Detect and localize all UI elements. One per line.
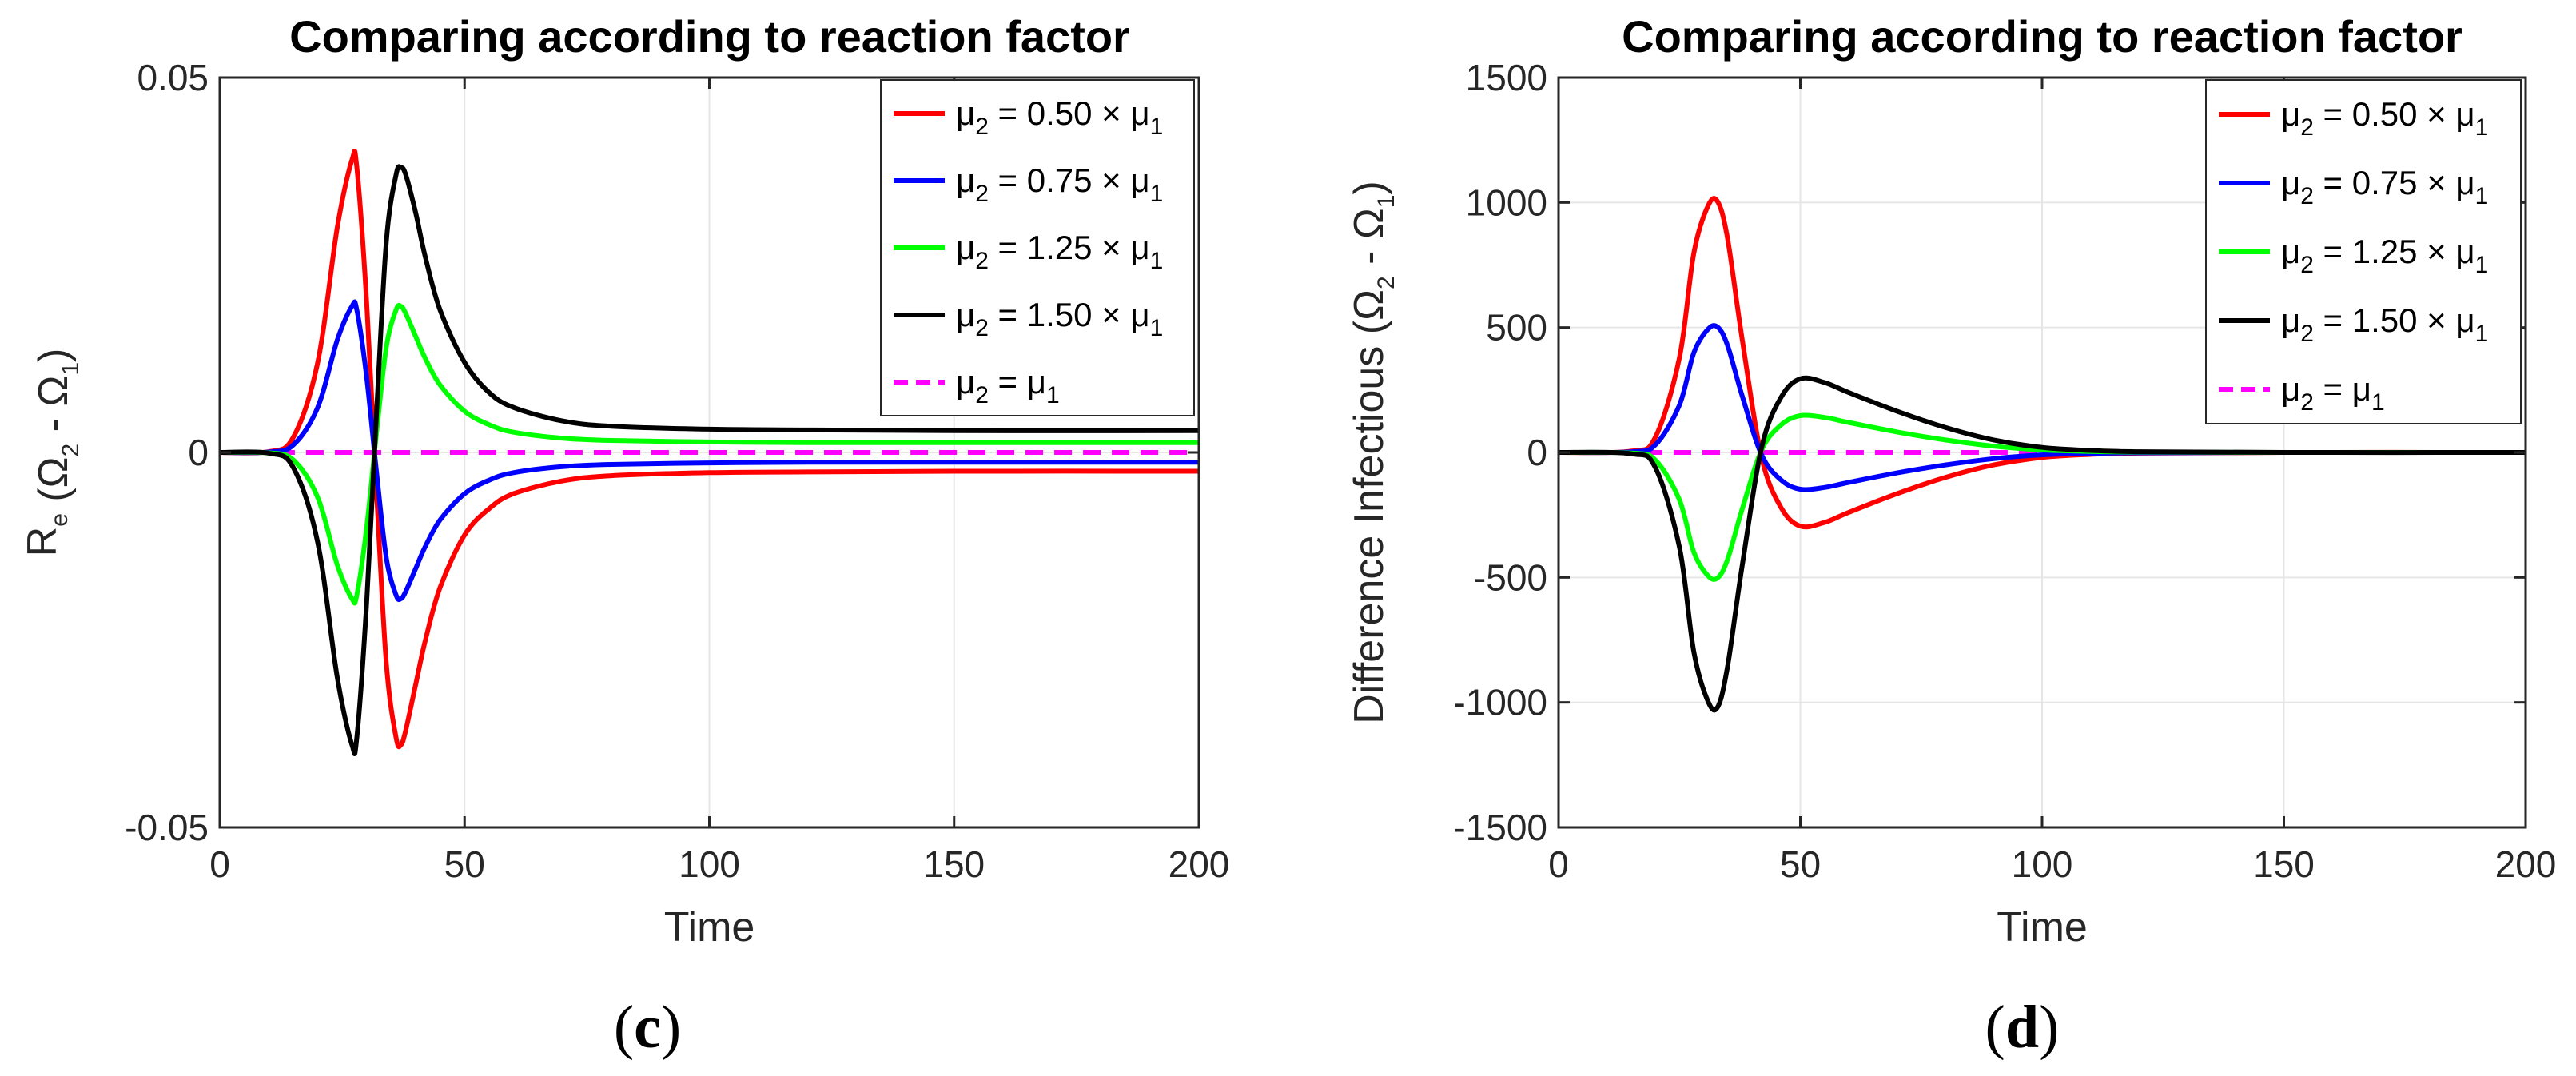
y-axis-label: Re (Ω2 - Ω1) xyxy=(19,349,84,557)
series-line-150 xyxy=(220,164,1199,756)
x-tick-label: 150 xyxy=(2253,843,2315,885)
legend-entry: μ2 = 0.50 × μ1 xyxy=(956,94,1163,140)
y-tick-label: 1000 xyxy=(1466,181,1547,223)
y-tick-label: 1500 xyxy=(1466,57,1547,98)
legend: μ2 = 0.50 × μ1 μ2 = 0.75 × μ1 μ2 = 1.25 × … xyxy=(880,79,1195,416)
y-tick-label: -0.05 xyxy=(125,807,209,848)
x-tick-label: 200 xyxy=(1169,843,1230,885)
y-tick-label: -1000 xyxy=(1453,682,1547,723)
series-line-075 xyxy=(220,299,1199,603)
legend-entry: μ2 = μ1 xyxy=(2281,370,2385,416)
panel-caption: (d) xyxy=(1985,994,2060,1061)
y-tick-label: -1500 xyxy=(1453,807,1547,848)
legend-entry: μ2 = 0.50 × μ1 xyxy=(2281,95,2488,141)
panel-caption: (c) xyxy=(614,994,681,1061)
y-tick-label: -500 xyxy=(1474,556,1547,598)
x-axis-label: Time xyxy=(664,904,755,950)
series-lines xyxy=(220,149,1199,756)
series-line-125 xyxy=(220,302,1199,606)
x-axis-label: Time xyxy=(1997,904,2088,950)
y-tick-label: 0 xyxy=(1527,432,1547,473)
x-tick-label: 100 xyxy=(679,843,740,885)
x-tick-label: 50 xyxy=(444,843,485,885)
legend-entry: μ2 = 1.50 × μ1 xyxy=(2281,301,2488,347)
chart-title: Comparing according to reaction factor xyxy=(1622,11,2463,62)
legend-entry: μ2 = μ1 xyxy=(956,363,1060,408)
legend-entry: μ2 = 0.75 × μ1 xyxy=(2281,164,2488,209)
y-tick-label: 0.05 xyxy=(137,57,209,98)
x-tick-label: 150 xyxy=(923,843,985,885)
legend-entry: μ2 = 1.25 × μ1 xyxy=(2281,233,2488,278)
legend: μ2 = 0.50 × μ1 μ2 = 0.75 × μ1 μ2 = 1.25 × … xyxy=(2205,79,2522,424)
x-tick-label: 0 xyxy=(209,843,230,885)
legend-entry: μ2 = 1.50 × μ1 xyxy=(956,296,1163,341)
y-tick-label: 0 xyxy=(188,432,209,473)
series-lines xyxy=(1559,196,2526,713)
legend-entry: μ2 = 0.75 × μ1 xyxy=(956,161,1163,207)
series-line-150 xyxy=(1559,375,2526,713)
chart-title: Comparing according to reaction factor xyxy=(289,11,1130,62)
series-line-050 xyxy=(220,149,1199,750)
y-axis-label: Difference Infectious (Ω2 - Ω1) xyxy=(1346,181,1399,724)
x-tick-label: 200 xyxy=(2495,843,2557,885)
x-tick-label: 100 xyxy=(2012,843,2073,885)
chart-panel-d: 0 50 100 150 200 -1500 -1000 -500 0 500 1000 1500 Co… xyxy=(1346,11,2556,1061)
legend-entry: μ2 = 1.25 × μ1 xyxy=(956,229,1163,274)
x-tick-label: 50 xyxy=(1780,843,1821,885)
y-tick-label: 500 xyxy=(1486,307,1547,349)
x-tick-label: 0 xyxy=(1548,843,1569,885)
